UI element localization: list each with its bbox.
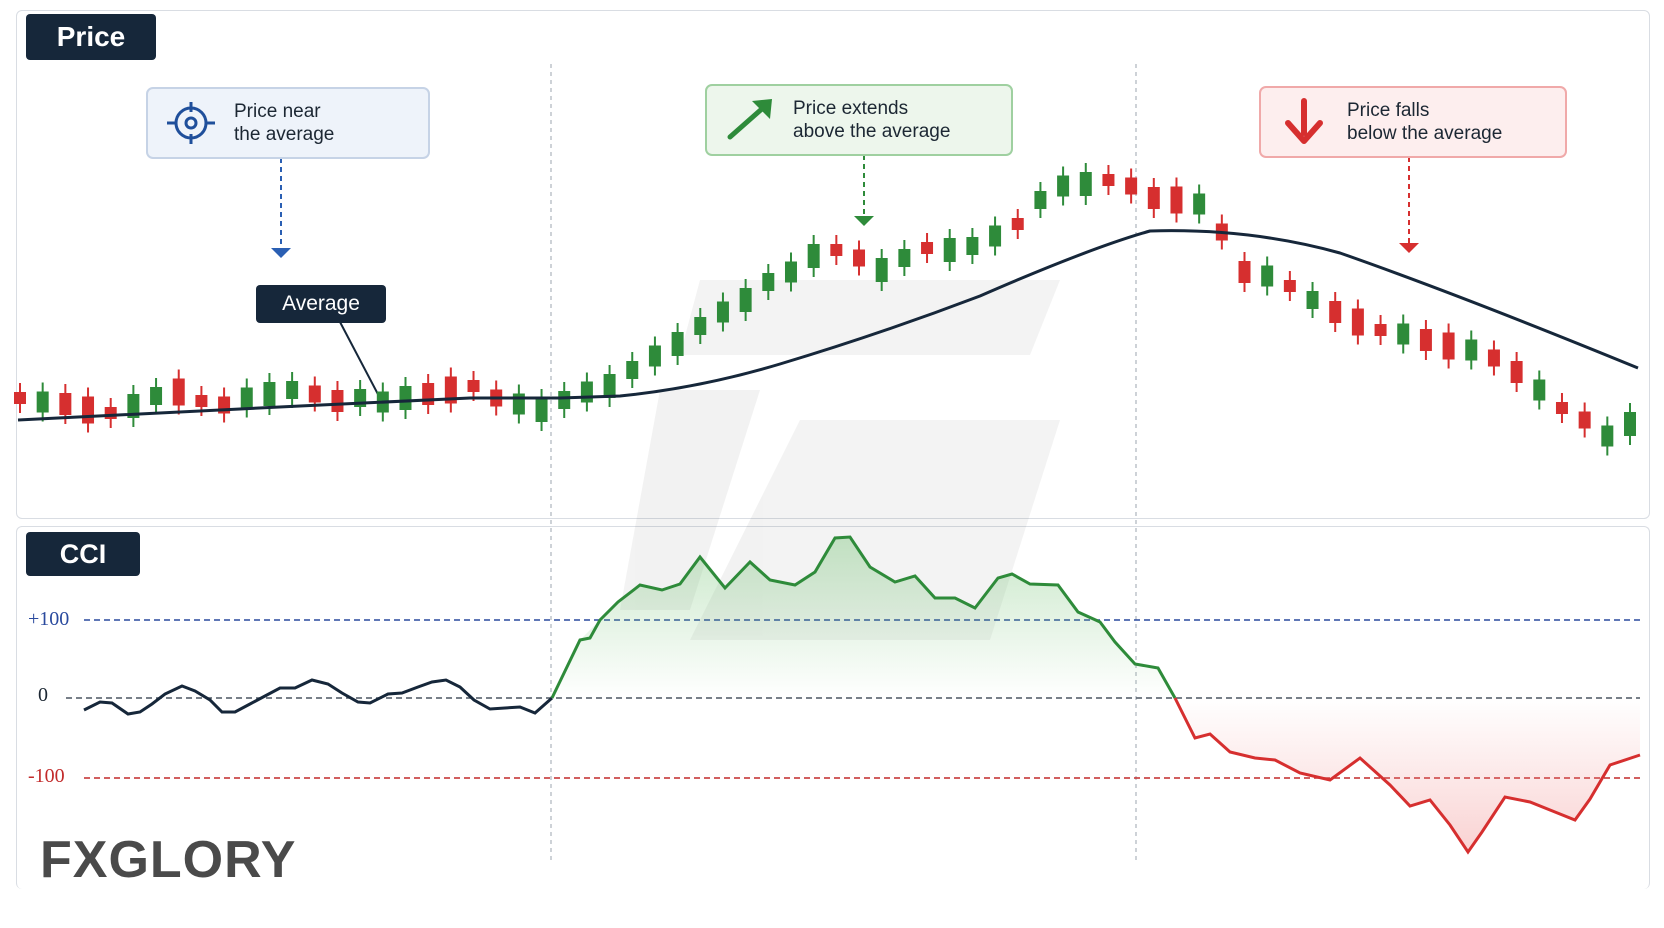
callout-arrowhead-near bbox=[271, 248, 291, 258]
cci-zero-label: 0 bbox=[38, 684, 48, 706]
cci-oversold-fill bbox=[1175, 698, 1640, 852]
candle-body bbox=[1578, 411, 1591, 429]
candle-body bbox=[127, 394, 140, 418]
candle-body bbox=[1034, 191, 1047, 209]
candle-body bbox=[1555, 402, 1568, 414]
candle-body bbox=[1533, 379, 1546, 401]
candle-body bbox=[603, 374, 616, 398]
target-icon bbox=[148, 98, 234, 148]
candle-body bbox=[308, 385, 321, 403]
callout-price-above-average: Price extends above the average bbox=[705, 84, 1013, 156]
candle-body bbox=[59, 393, 72, 415]
candle-body bbox=[943, 238, 956, 262]
candle-body bbox=[195, 395, 208, 407]
candle-body bbox=[921, 242, 934, 254]
cci-overbought-fill bbox=[552, 537, 1175, 698]
candle-body bbox=[286, 381, 299, 399]
candle-body bbox=[989, 225, 1002, 247]
cci-neutral-line bbox=[83, 678, 553, 716]
candle-body bbox=[558, 391, 571, 409]
candle-body bbox=[626, 361, 639, 379]
candle-body bbox=[172, 378, 185, 406]
candle-body bbox=[671, 332, 684, 356]
average-line bbox=[17, 229, 1639, 422]
candle-body bbox=[1079, 172, 1092, 196]
callout-near-line1: Price near bbox=[234, 101, 321, 122]
callout-price-below-average: Price falls below the average bbox=[1259, 86, 1567, 158]
candle-body bbox=[467, 380, 480, 392]
candle-body bbox=[830, 244, 843, 256]
candle-body bbox=[150, 387, 163, 405]
candle-body bbox=[1170, 186, 1183, 214]
candle-body bbox=[1397, 323, 1410, 345]
candle-body bbox=[82, 396, 95, 424]
candle-body bbox=[580, 381, 593, 403]
candle-body bbox=[263, 382, 276, 406]
cci-minus100-label: -100 bbox=[28, 765, 65, 787]
callout-price-near-average: Price near the average bbox=[146, 87, 430, 159]
candle-body bbox=[14, 392, 26, 404]
candle-body bbox=[1624, 412, 1636, 436]
candle-body bbox=[1374, 324, 1387, 336]
callout-below-line2: below the average bbox=[1347, 123, 1503, 144]
candle-body bbox=[240, 387, 253, 409]
candle-body bbox=[898, 249, 911, 267]
callout-arrowhead-above bbox=[854, 216, 874, 226]
candle-body bbox=[399, 386, 412, 410]
callout-arrowhead-below bbox=[1399, 243, 1419, 253]
callout-above-line2: above the average bbox=[793, 121, 951, 142]
candle-body bbox=[1442, 332, 1455, 360]
candle-body bbox=[875, 258, 888, 282]
candle-body bbox=[1510, 361, 1523, 383]
candle-body bbox=[1261, 265, 1274, 287]
candle-body bbox=[36, 391, 49, 413]
candle-body bbox=[1057, 175, 1070, 197]
candle-body bbox=[444, 376, 457, 404]
candlestick-series bbox=[14, 163, 1636, 456]
candle-body bbox=[1465, 339, 1478, 361]
arrow-up-right-icon bbox=[707, 95, 793, 145]
cci-above-line bbox=[550, 535, 1177, 699]
candle-body bbox=[422, 383, 435, 405]
cci-panel-title: CCI bbox=[26, 532, 140, 576]
candle-body bbox=[1238, 261, 1251, 283]
fxglory-logo: FXGLORY bbox=[40, 831, 297, 889]
candle-body bbox=[784, 261, 797, 283]
candle-body bbox=[694, 317, 707, 335]
candle-body bbox=[966, 237, 979, 255]
candle-body bbox=[739, 288, 752, 312]
cci-plus100-label: +100 bbox=[28, 608, 70, 630]
candle-body bbox=[762, 273, 775, 291]
candle-body bbox=[1419, 329, 1432, 351]
callout-below-line1: Price falls bbox=[1347, 100, 1430, 121]
candle-body bbox=[807, 244, 820, 268]
candle-body bbox=[648, 345, 661, 367]
candle-body bbox=[104, 407, 117, 419]
candle-body bbox=[1487, 349, 1500, 367]
average-label: Average bbox=[256, 285, 386, 323]
candle-body bbox=[1193, 193, 1206, 215]
price-panel-title: Price bbox=[26, 14, 156, 60]
candle-body bbox=[1125, 177, 1138, 195]
candle-body bbox=[535, 398, 548, 422]
candle-body bbox=[331, 390, 344, 412]
candle-body bbox=[1283, 280, 1296, 292]
candle-body bbox=[1102, 174, 1115, 186]
callout-above-line1: Price extends bbox=[793, 98, 909, 119]
candle-body bbox=[1306, 291, 1319, 309]
average-pointer bbox=[339, 321, 382, 401]
cci-below-line bbox=[1173, 697, 1641, 855]
candle-body bbox=[716, 301, 729, 323]
callout-near-line2: the average bbox=[234, 124, 335, 145]
candle-body bbox=[1011, 218, 1024, 230]
candle-body bbox=[1147, 187, 1160, 209]
candle-body bbox=[853, 249, 866, 267]
candle-body bbox=[1351, 308, 1364, 336]
arrow-down-icon bbox=[1261, 97, 1347, 147]
candle-body bbox=[1601, 425, 1614, 447]
candle-body bbox=[1329, 301, 1342, 323]
